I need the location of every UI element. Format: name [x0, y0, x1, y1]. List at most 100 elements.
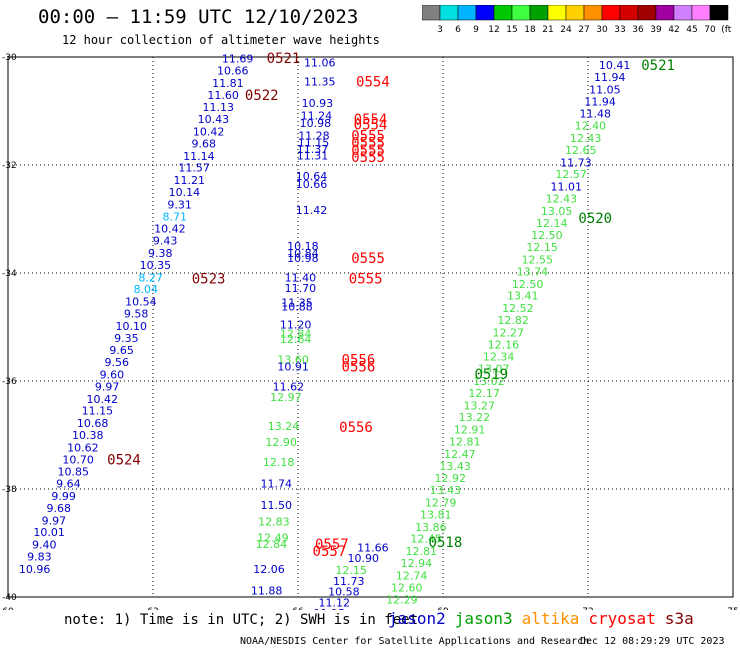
colorbar-label: 39: [650, 25, 662, 35]
pass-time-label: 0556: [342, 352, 376, 368]
swh-value: 11.13: [203, 101, 235, 114]
swh-value: 10.14: [169, 186, 201, 199]
pass-time-label: 0520: [578, 211, 612, 227]
swh-value: 10.70: [62, 453, 94, 466]
swh-value: 11.74: [261, 478, 293, 491]
colorbar-label: 9: [473, 25, 479, 35]
swh-value: 13.05: [541, 205, 573, 218]
pass-time-label: 0555: [351, 143, 385, 159]
legend-entry-cryosat: cryosat: [588, 609, 656, 628]
pass-time-label: 0555: [351, 135, 385, 151]
swh-value: 13.60: [277, 353, 309, 366]
swh-value: 10.68: [77, 417, 109, 430]
swh-value: 12.97: [270, 391, 302, 404]
swh-value: 10.54: [125, 296, 157, 309]
swh-value: 12.94: [401, 557, 433, 570]
swh-value: 12.50: [512, 278, 544, 291]
swh-value: 12.15: [526, 241, 558, 254]
map-plot: 606366697275-30-32-34-36-38-4011.6910.66…: [2, 51, 739, 610]
swh-value: 10.93: [302, 97, 334, 110]
swh-value: 11.35: [304, 75, 336, 88]
x-tick-label: 75: [727, 607, 738, 610]
swh-value: 11.40: [285, 271, 317, 284]
swh-value: 12.40: [575, 120, 607, 133]
swh-value: 13.74: [517, 265, 549, 278]
colorbar-label: 36: [632, 25, 644, 35]
y-tick-label: -30: [2, 53, 17, 63]
swh-value: 9.68: [47, 502, 72, 515]
swh-value: 12.81: [406, 545, 438, 558]
colorbar-label: 12: [488, 25, 499, 35]
swh-value: 12.83: [258, 515, 290, 528]
swh-value: 9.43: [153, 235, 178, 248]
swh-value: 11.94: [584, 95, 616, 108]
y-tick-label: -36: [2, 377, 17, 387]
swh-value: 10.41: [599, 59, 631, 72]
swh-value: 11.15: [314, 607, 346, 610]
swh-value: 12.47: [444, 448, 476, 461]
swh-value: 11.62: [273, 380, 305, 393]
swh-value: 13.81: [420, 508, 452, 521]
swh-value: 10.38: [72, 429, 104, 442]
pass-time-label: 0557: [313, 544, 347, 560]
swh-value: 12.06: [253, 563, 285, 576]
swh-value: 9.65: [109, 344, 134, 357]
swh-value: 13.86: [415, 521, 447, 534]
legend-entry-jason2: jason2: [388, 609, 446, 628]
swh-value: 12.55: [522, 254, 554, 267]
swh-value: 12.17: [468, 387, 500, 400]
pass-time-label: 0519: [474, 367, 508, 383]
y-tick-label: -40: [2, 593, 17, 603]
pass-time-label: 0521: [267, 51, 301, 67]
swh-value: 11.70: [285, 282, 317, 295]
swh-value: 9.64: [56, 478, 81, 491]
swh-value: 9.31: [167, 198, 192, 211]
swh-value: 12.92: [435, 472, 467, 485]
swh-value: 11.42: [296, 204, 328, 217]
pass-time-label: 0518: [429, 535, 463, 551]
swh-value: 9.97: [42, 514, 67, 527]
swh-value: 12.82: [497, 314, 529, 327]
swh-value: 11.66: [357, 541, 389, 554]
colorbar-label: 27: [578, 25, 589, 35]
swh-value: 11.57: [178, 162, 210, 175]
legend-entry-s3a: s3a: [664, 609, 694, 628]
swh-value: 9.38: [148, 247, 173, 260]
pass-time-label: 0522: [245, 88, 279, 104]
pass-time-label: 0555: [349, 271, 383, 287]
swh-value: 11.37: [297, 143, 329, 156]
swh-value: 9.99: [51, 490, 76, 503]
swh-value: 11.15: [298, 136, 330, 149]
swh-value: 10.85: [58, 466, 90, 479]
swh-value: 10.96: [19, 563, 51, 576]
swh-value: 10.35: [140, 259, 172, 272]
swh-value: 13.24: [268, 420, 300, 433]
swh-value: 11.20: [280, 318, 312, 331]
pass-time-label: 0521: [641, 58, 675, 74]
pass-time-label: 0554: [354, 118, 388, 134]
swh-value: 10.42: [154, 223, 186, 236]
swh-value: 11.12: [319, 596, 351, 609]
page-subtitle: 12 hour collection of altimeter wave hei…: [62, 33, 380, 47]
pass-time-label: 0554: [356, 74, 390, 90]
y-tick-label: -34: [2, 269, 17, 279]
swh-value: 11.94: [594, 71, 626, 84]
swh-value: 11.60: [207, 89, 239, 102]
y-tick-label: -32: [2, 161, 17, 171]
swh-value: 11.06: [304, 56, 336, 69]
swh-value: 10.01: [33, 526, 65, 539]
swh-value: 9.58: [124, 308, 149, 321]
legend-entry-altika: altika: [521, 609, 580, 628]
swh-value: 12.15: [335, 564, 367, 577]
swh-value: 12.49: [257, 532, 289, 545]
swh-value: 12.52: [502, 302, 534, 315]
swh-value: 9.83: [27, 551, 52, 564]
colorbar-label: 6: [455, 25, 461, 35]
y-tick-label: -38: [2, 485, 17, 495]
swh-value: 10.43: [198, 113, 230, 126]
swh-value: 13.43: [430, 484, 462, 497]
swh-value: 10.42: [87, 393, 119, 406]
swh-value: 13.43: [439, 460, 471, 473]
colorbar-label: 3: [437, 25, 443, 35]
swh-value: 12.14: [536, 217, 568, 230]
